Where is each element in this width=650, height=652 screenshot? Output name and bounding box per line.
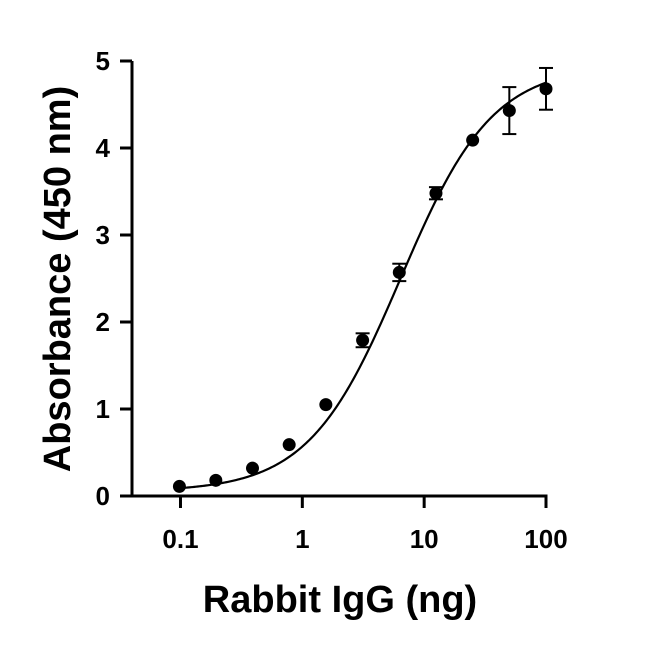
y-tick-label: 1 <box>96 394 110 424</box>
data-point <box>282 438 296 452</box>
x-axis-label: Rabbit IgG (ng) <box>203 579 477 621</box>
y-tick-label: 3 <box>96 220 110 250</box>
data-point <box>466 133 480 147</box>
data-point <box>319 398 333 412</box>
x-tick-label: 10 <box>410 524 439 554</box>
x-tick-label: 1 <box>295 524 309 554</box>
data-point <box>539 82 553 96</box>
axes <box>130 61 548 498</box>
data-point <box>502 104 516 118</box>
fit-curve-layer <box>179 81 547 490</box>
y-tick-label: 4 <box>96 133 111 163</box>
x-tick-label: 100 <box>524 524 567 554</box>
ticks: 0 1 2 3 4 5 0.1 1 10 100 <box>96 46 568 554</box>
y-tick-label: 5 <box>96 46 110 76</box>
data-point <box>172 479 186 493</box>
y-tick-label: 2 <box>96 307 110 337</box>
x-tick-label: 0.1 <box>162 524 198 554</box>
data-point <box>429 186 443 200</box>
y-tick-label: 0 <box>96 481 110 511</box>
fit-curve <box>179 81 547 490</box>
y-axis-label: Absorbance (450 nm) <box>37 86 79 472</box>
data-point <box>245 461 259 475</box>
data-points-layer <box>172 66 553 493</box>
data-point <box>209 473 223 487</box>
data-point <box>392 265 406 279</box>
data-point <box>356 333 370 347</box>
